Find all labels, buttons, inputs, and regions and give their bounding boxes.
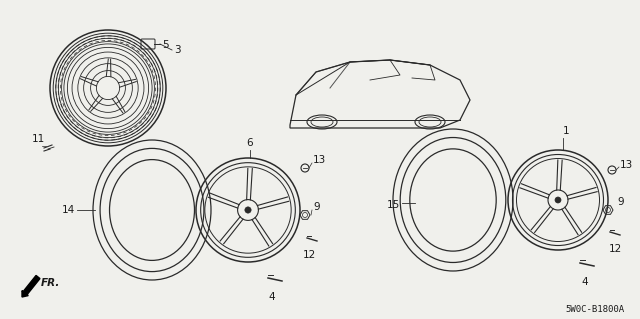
- Text: 5: 5: [162, 40, 168, 50]
- FancyArrow shape: [22, 275, 40, 297]
- Text: FR.: FR.: [41, 278, 60, 288]
- Circle shape: [555, 197, 561, 203]
- Text: 11: 11: [32, 134, 45, 144]
- Text: 5W0C-B1800A: 5W0C-B1800A: [565, 306, 625, 315]
- Text: 4: 4: [269, 292, 275, 302]
- Circle shape: [245, 207, 251, 213]
- Text: 3: 3: [174, 45, 180, 55]
- Text: 13: 13: [313, 155, 326, 165]
- Text: 1: 1: [563, 126, 570, 136]
- Text: 12: 12: [609, 244, 621, 254]
- Text: 9: 9: [313, 202, 319, 212]
- Text: 15: 15: [387, 200, 400, 210]
- Text: 14: 14: [61, 205, 75, 215]
- Text: 12: 12: [302, 250, 316, 260]
- Text: 13: 13: [620, 160, 633, 170]
- Text: 9: 9: [617, 197, 623, 207]
- Text: 6: 6: [246, 138, 253, 148]
- Text: 4: 4: [582, 277, 588, 287]
